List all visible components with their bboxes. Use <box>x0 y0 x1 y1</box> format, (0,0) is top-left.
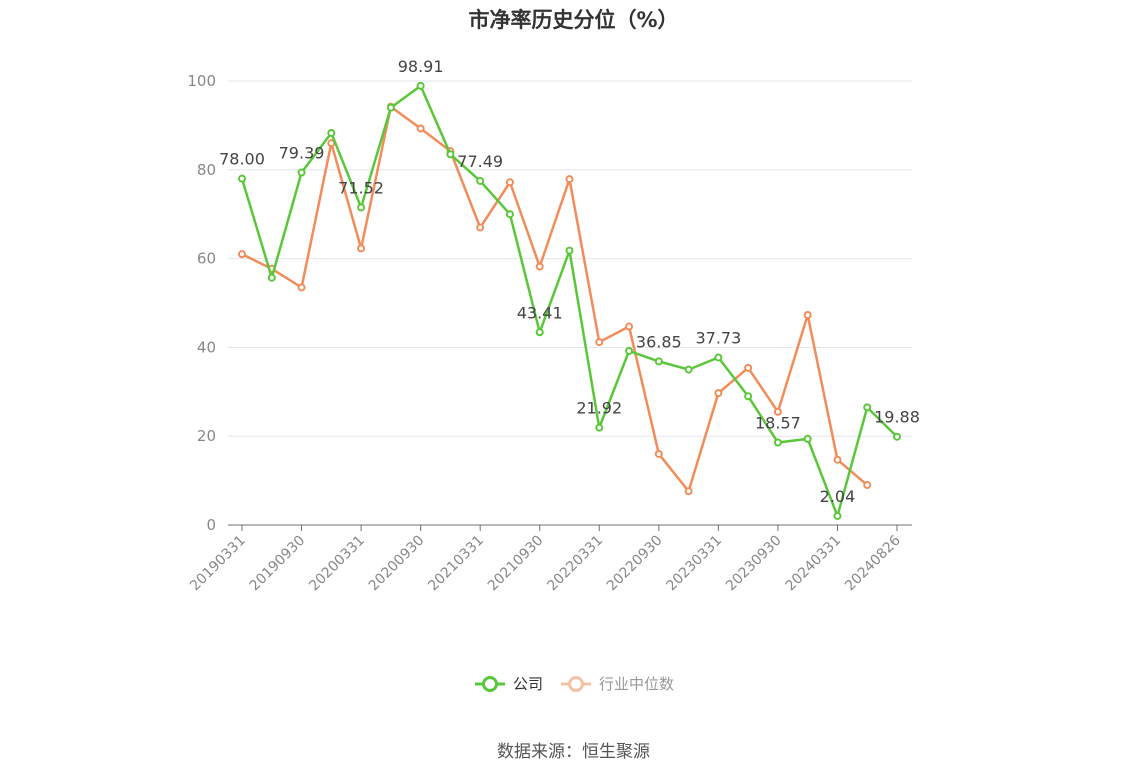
data-label: 2.04 <box>820 487 856 506</box>
data-point <box>446 150 455 159</box>
legend: 公司 行业中位数 <box>0 673 1147 694</box>
data-point <box>416 124 425 133</box>
legend-item-industry-median[interactable]: 行业中位数 <box>559 673 674 694</box>
data-point <box>297 283 306 292</box>
data-point <box>625 346 634 355</box>
data-point <box>327 128 336 137</box>
data-point <box>684 487 693 496</box>
x-tick-label: 20190930 <box>247 533 309 595</box>
data-point <box>476 223 485 232</box>
data-label: 21.92 <box>576 399 622 418</box>
x-tick-label: 20210930 <box>485 533 547 595</box>
data-label: 78.00 <box>219 150 265 169</box>
data-point <box>803 434 812 443</box>
y-tick-label: 100 <box>187 72 216 90</box>
data-label: 98.91 <box>398 57 444 76</box>
data-point <box>505 178 514 187</box>
data-label: 19.88 <box>874 408 920 427</box>
data-point <box>565 246 574 255</box>
legend-label-industry-median: 行业中位数 <box>599 675 675 693</box>
chart-title: 市净率历史分位（%） <box>468 8 679 32</box>
data-point <box>893 432 901 441</box>
legend-item-company[interactable]: 公司 <box>473 673 543 694</box>
data-point <box>744 363 753 372</box>
data-label: 79.39 <box>279 144 325 163</box>
data-label: 36.85 <box>636 332 682 351</box>
data-point <box>773 438 782 447</box>
data-point <box>535 328 544 337</box>
y-tick-label: 40 <box>197 338 216 356</box>
data-labels: 78.00 79.39 71.52 98.91 77.49 43.41 21.92 36.85… <box>219 57 920 506</box>
data-label: 71.52 <box>338 178 384 197</box>
y-tick-label: 60 <box>197 250 216 268</box>
x-tick-label: 20200930 <box>366 533 428 595</box>
data-point <box>595 423 604 432</box>
y-tick-label: 80 <box>197 161 216 179</box>
series-line <box>240 84 898 518</box>
x-tick-label: 20220331 <box>544 533 606 595</box>
x-tick-label: 20240826 <box>842 532 904 594</box>
data-point <box>654 449 663 458</box>
x-tick-label: 20210331 <box>425 533 487 595</box>
data-point <box>505 210 514 219</box>
data-point <box>863 481 872 490</box>
data-point <box>863 403 872 412</box>
series-lines <box>238 81 901 520</box>
data-point <box>357 203 366 212</box>
data-point <box>714 389 723 398</box>
data-point <box>297 168 306 177</box>
x-tick-label: 20190331 <box>187 533 249 595</box>
data-label: 37.73 <box>695 328 741 347</box>
data-point <box>238 174 246 183</box>
data-point <box>773 407 782 416</box>
data-point <box>684 365 693 374</box>
legend-swatch-company-icon <box>474 675 505 692</box>
data-point <box>833 455 842 464</box>
series-line <box>241 105 869 493</box>
data-point <box>267 273 276 282</box>
data-point <box>357 244 366 253</box>
data-point <box>833 511 842 520</box>
data-point <box>595 338 604 347</box>
x-tick-label: 20240331 <box>783 533 845 595</box>
data-point <box>803 310 812 319</box>
data-point <box>416 81 425 90</box>
x-tick-label: 20220930 <box>604 533 666 595</box>
data-point <box>744 392 753 401</box>
x-tick-label: 20230331 <box>663 533 725 595</box>
x-tick-label: 20230930 <box>723 533 785 595</box>
y-tick-label: 20 <box>197 427 216 445</box>
data-label: 77.49 <box>457 152 503 171</box>
data-point <box>386 103 395 112</box>
legend-label-company: 公司 <box>512 675 543 693</box>
data-point <box>238 250 246 259</box>
data-point <box>565 175 574 184</box>
legend-swatch-industry-median-icon <box>561 675 591 692</box>
data-point <box>535 262 544 271</box>
data-point <box>476 176 485 185</box>
data-point <box>714 353 723 362</box>
data-source-note: 数据来源：恒生聚源 <box>497 742 650 762</box>
data-point <box>625 322 634 331</box>
x-tick-label: 20200331 <box>306 533 368 595</box>
data-point <box>654 357 663 366</box>
data-label: 18.57 <box>755 414 801 433</box>
data-label: 43.41 <box>517 303 563 322</box>
y-tick-label: 0 <box>206 516 216 534</box>
